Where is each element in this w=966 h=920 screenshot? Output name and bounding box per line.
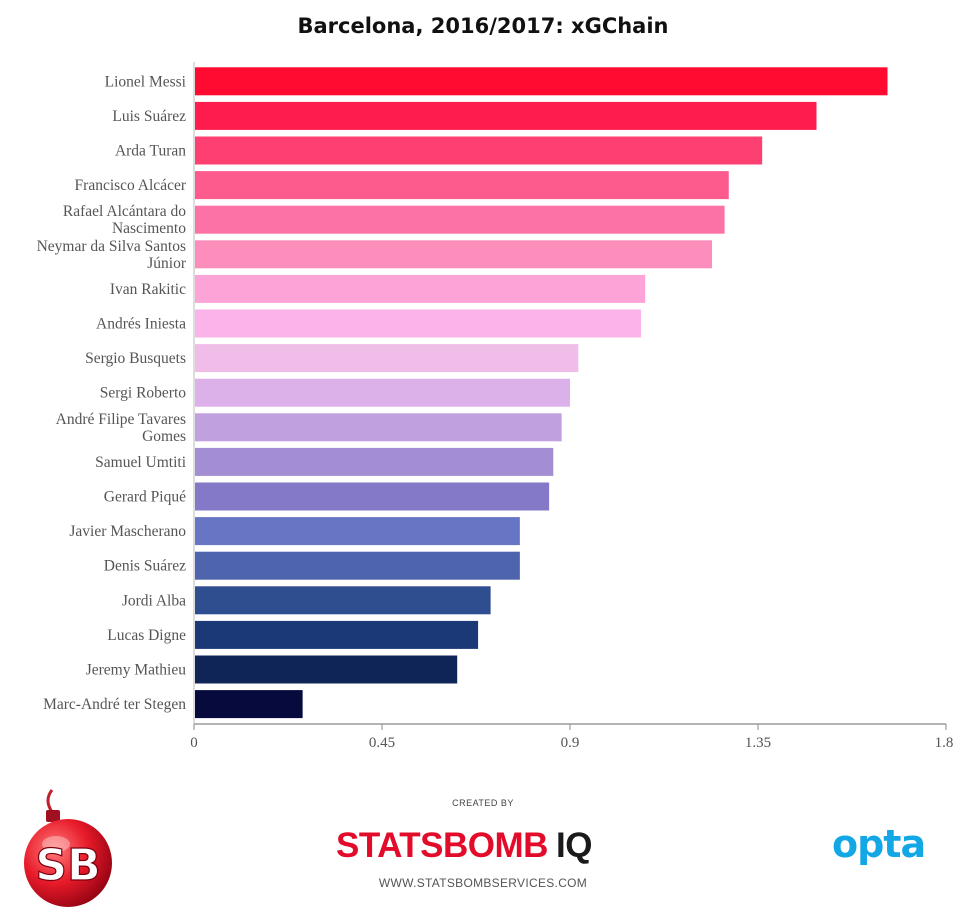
bar-10 <box>195 378 570 407</box>
category-label-12: Samuel Umtiti <box>95 454 187 471</box>
bar-17 <box>195 620 479 649</box>
bar-6 <box>195 240 713 269</box>
brand-url: WWW.STATSBOMBSERVICES.COM <box>378 876 588 890</box>
category-label-15: Denis Suárez <box>104 558 186 575</box>
category-label-14: Javier Mascherano <box>69 523 186 540</box>
chart-area: Lionel Messi Luis Suárez Arda Turan Francis… <box>37 62 953 751</box>
category-label-6: Neymar da Silva Santos Júnior <box>37 238 187 272</box>
category-label-11: André Filipe Tavares Gomes <box>56 411 186 445</box>
bar-2 <box>195 101 817 130</box>
footer: SB CREATED BY STATSBOMB IQ WWW.STATSBOMB… <box>0 780 966 920</box>
x-tick-label-2: 0.45 <box>369 735 395 751</box>
category-label-7: Ivan Rakitic <box>110 281 186 298</box>
bar-14 <box>195 517 520 546</box>
category-label-1: Lionel Messi <box>105 73 187 90</box>
bar-5 <box>195 205 725 234</box>
bar-9 <box>195 344 579 373</box>
category-label-8: Andrés Iniesta <box>96 316 186 333</box>
bar-19 <box>195 690 303 719</box>
bar-3 <box>195 136 763 165</box>
category-label-9: Sergio Busquets <box>85 350 186 367</box>
bar-15 <box>195 551 520 580</box>
bar-7 <box>195 274 646 303</box>
bar-4 <box>195 171 729 200</box>
category-label-17: Lucas Digne <box>107 627 186 644</box>
bar-1 <box>195 67 888 96</box>
opta-logo: opta <box>832 822 926 866</box>
category-label-19: Marc-André ter Stegen <box>43 696 186 713</box>
category-label-2: Luis Suárez <box>112 108 186 125</box>
x-tick-label-4: 1.35 <box>745 735 771 751</box>
statsbomb-bomb-logo: SB <box>24 789 112 907</box>
x-tick-label-1: 0 <box>190 735 198 751</box>
bar-8 <box>195 309 642 338</box>
x-tick-label-3: 0.9 <box>561 735 580 751</box>
bar-11 <box>195 413 562 442</box>
brand-name: STATSBOMB <box>336 826 548 865</box>
bar-12 <box>195 447 554 476</box>
bar-16 <box>195 586 491 615</box>
brand-suffix: IQ <box>555 826 592 865</box>
category-label-3: Arda Turan <box>115 143 186 160</box>
category-label-5: Rafael Alcántara do Nascimento <box>63 203 186 237</box>
category-label-4: Francisco Alcácer <box>75 177 187 194</box>
bar-18 <box>195 655 458 684</box>
category-label-16: Jordi Alba <box>122 592 186 609</box>
category-label-18: Jeremy Mathieu <box>86 662 187 679</box>
x-axis-ticks: 0 0.45 0.9 1.35 1.8 <box>190 724 953 751</box>
bar-13 <box>195 482 550 511</box>
chart-title: Barcelona, 2016/2017: xGChain <box>297 14 669 38</box>
category-labels: Lionel Messi Luis Suárez Arda Turan Francis… <box>37 73 187 713</box>
category-label-13: Gerard Piqué <box>104 489 186 506</box>
bars-layer <box>195 67 888 719</box>
sb-logo-text: SB <box>35 840 100 891</box>
x-tick-label-5: 1.8 <box>935 735 954 751</box>
category-label-10: Sergi Roberto <box>100 385 186 402</box>
created-by-label: CREATED BY <box>452 798 514 808</box>
statsbomb-iq-wordmark: STATSBOMB IQ <box>336 824 592 868</box>
